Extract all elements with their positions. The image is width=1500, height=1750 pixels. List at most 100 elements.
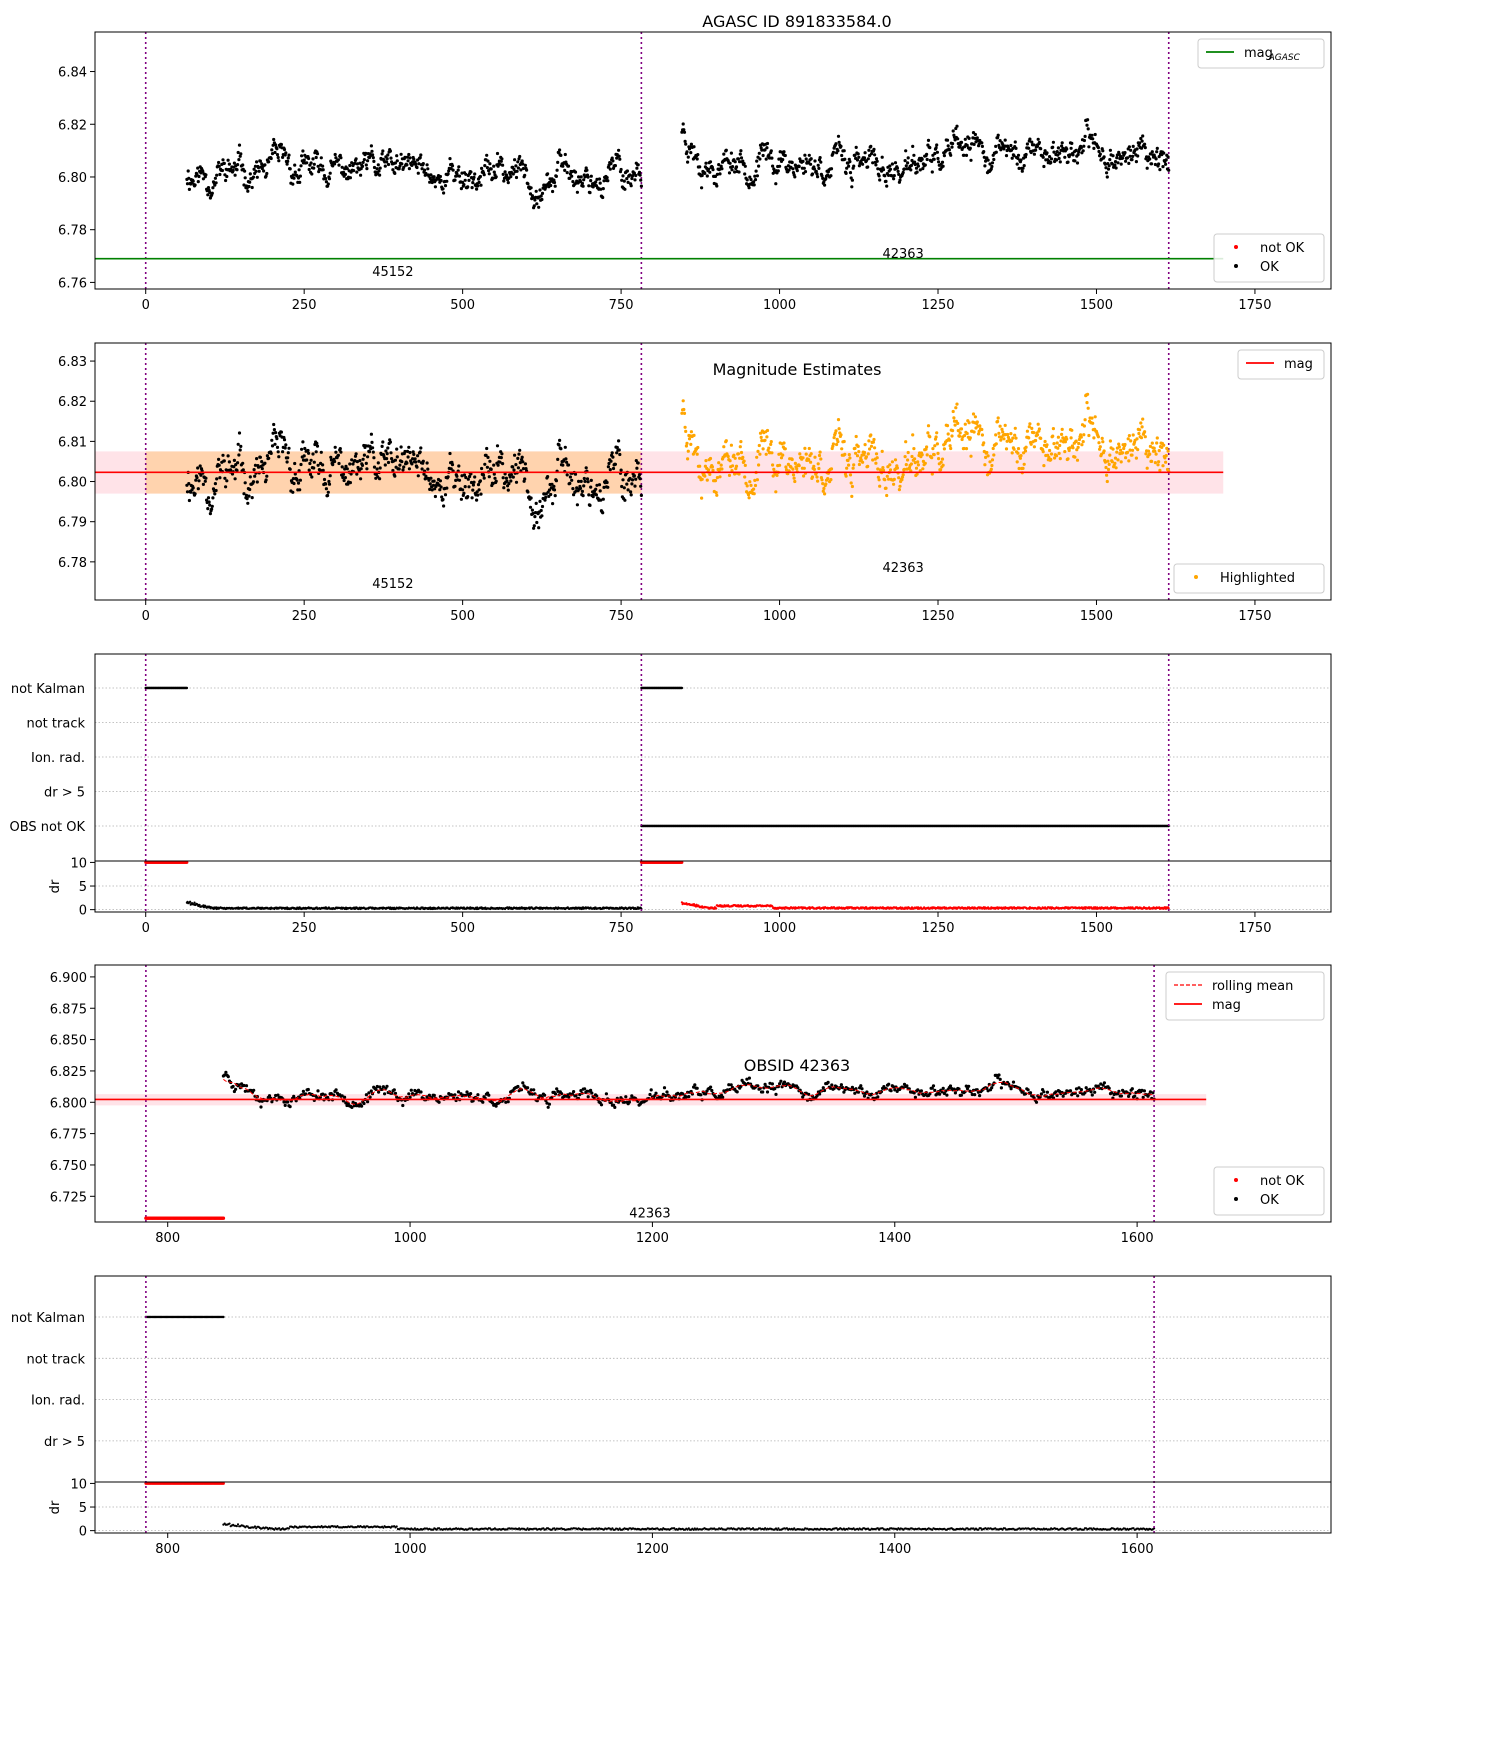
ok-point <box>563 168 567 172</box>
obsid-label: 45152 <box>372 265 413 280</box>
ok-point <box>1092 146 1096 150</box>
flag-point <box>680 686 684 690</box>
highlighted-point <box>1119 448 1123 452</box>
ok-point <box>1105 175 1109 179</box>
ok-point <box>1148 152 1152 156</box>
ok-point <box>1082 138 1086 143</box>
ok-point <box>630 176 634 181</box>
ok-point <box>343 476 347 480</box>
ok-point <box>747 186 751 190</box>
ok-point <box>912 153 916 157</box>
highlighted-point <box>802 474 806 478</box>
ok-point <box>540 504 545 509</box>
ok-point <box>1066 160 1070 164</box>
ok-point <box>324 487 328 491</box>
ok-point <box>300 447 304 451</box>
highlighted-point <box>837 427 841 431</box>
ok-point <box>771 164 775 168</box>
ok-point <box>609 162 613 166</box>
highlighted-point <box>1043 439 1047 444</box>
ok-point <box>205 498 209 502</box>
highlighted-point <box>816 462 820 466</box>
highlighted-point <box>719 463 723 467</box>
highlighted-point <box>753 483 758 488</box>
ok-point <box>258 159 262 163</box>
ok-point <box>516 166 521 170</box>
ok-point <box>608 167 612 171</box>
ok-point <box>276 450 280 454</box>
ok-point <box>1103 162 1107 166</box>
ok-point <box>583 175 587 179</box>
highlighted-point <box>715 476 720 480</box>
highlighted-point <box>1143 430 1147 434</box>
ok-point <box>540 197 544 202</box>
ok-point <box>321 468 325 472</box>
ok-point <box>345 467 349 471</box>
ok-point <box>298 488 302 492</box>
ok-point <box>359 477 363 481</box>
ok-point <box>602 485 606 489</box>
ok-point <box>1114 166 1118 170</box>
ok-point <box>460 171 464 175</box>
highlighted-point <box>933 444 937 448</box>
ok-point <box>765 141 770 146</box>
y-tick-label: 6.80 <box>58 476 87 491</box>
ok-point <box>222 161 226 165</box>
highlighted-point <box>1004 447 1009 451</box>
ok-point <box>194 478 198 482</box>
ok-point <box>1140 139 1144 143</box>
ok-point <box>520 159 524 163</box>
ok-point <box>198 464 202 468</box>
ok-point <box>619 167 623 172</box>
highlighted-point <box>816 479 820 483</box>
ok-point <box>580 489 585 493</box>
highlighted-point <box>972 430 976 434</box>
highlighted-point <box>1001 430 1005 434</box>
highlighted-point <box>1073 455 1077 459</box>
ok-point <box>933 151 937 156</box>
ok-point <box>281 450 285 454</box>
ok-point <box>248 475 252 479</box>
ok-point <box>319 156 323 160</box>
ok-point <box>513 158 517 162</box>
ok-point <box>464 475 468 480</box>
highlighted-point <box>1053 456 1057 460</box>
ok-point <box>1093 132 1097 137</box>
ok-point <box>733 160 737 164</box>
highlighted-point <box>738 445 742 449</box>
highlighted-point <box>700 477 704 481</box>
ok-point <box>418 156 422 160</box>
ok-point <box>972 142 976 146</box>
highlighted-point <box>983 463 987 467</box>
ok-point <box>639 184 644 188</box>
highlighted-point <box>707 468 711 472</box>
ok-point <box>362 453 366 457</box>
highlighted-point <box>1114 466 1118 470</box>
ok-point <box>1024 152 1028 157</box>
ok-point <box>369 432 373 436</box>
ok-point <box>232 458 236 462</box>
ok-point <box>566 164 571 168</box>
ok-point <box>551 502 555 506</box>
highlighted-point <box>1091 421 1095 425</box>
highlighted-point <box>997 431 1001 435</box>
highlighted-point <box>682 411 687 415</box>
ok-point <box>611 159 615 163</box>
ok-point <box>607 461 611 466</box>
ok-point <box>416 474 420 478</box>
highlighted-point <box>1009 439 1014 443</box>
highlighted-point <box>862 450 867 455</box>
highlighted-point <box>757 463 761 467</box>
highlighted-point <box>1102 449 1106 453</box>
ok-point <box>1013 140 1017 144</box>
ok-point <box>737 170 741 174</box>
flag-row-label: dr > 5 <box>44 786 85 801</box>
ok-point <box>812 167 817 171</box>
highlighted-point <box>767 446 771 450</box>
highlighted-point <box>874 452 879 456</box>
ok-point <box>606 465 611 469</box>
ok-point <box>1131 144 1135 148</box>
highlighted-point <box>969 454 973 458</box>
ok-point <box>1164 158 1168 162</box>
